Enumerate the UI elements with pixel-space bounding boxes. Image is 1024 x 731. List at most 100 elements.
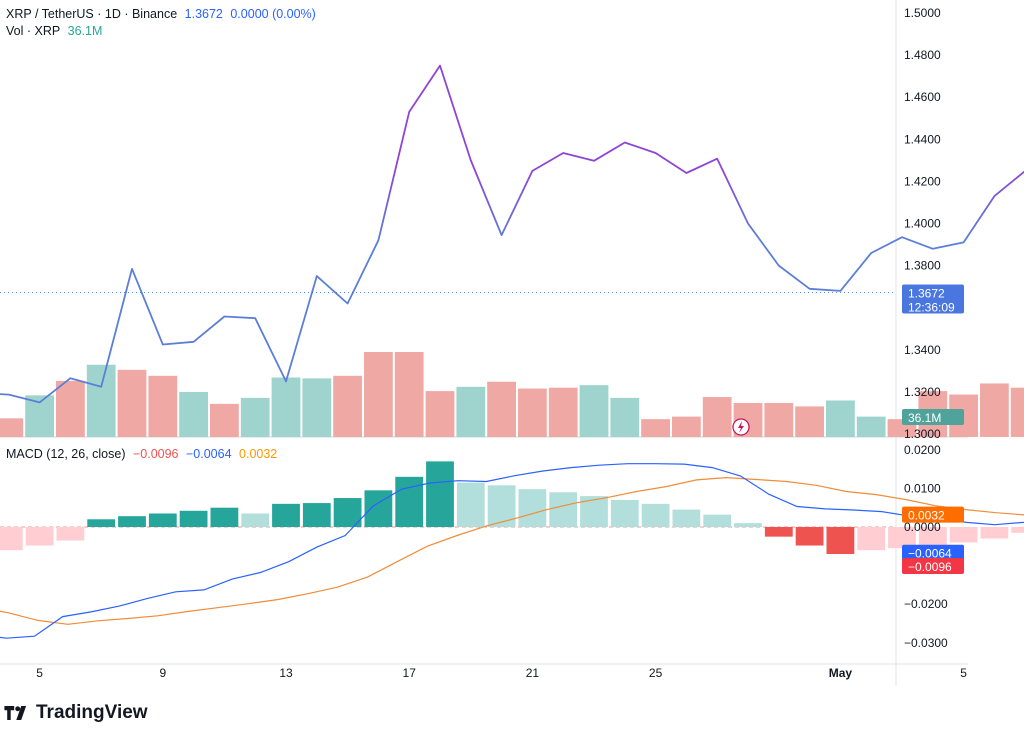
hist-badge: −0.0096 <box>902 558 964 575</box>
macd-tick-label: −0.0200 <box>904 597 948 611</box>
time-tick-label: 5 <box>36 666 43 680</box>
volume-bar <box>548 387 578 437</box>
hist-badge-text: −0.0096 <box>908 560 952 574</box>
macd-histogram-bar <box>1011 527 1024 533</box>
volume-bar <box>56 380 85 437</box>
macd-line-value: −0.0064 <box>186 447 232 461</box>
volume-bar <box>980 383 1009 437</box>
time-tick-label: 25 <box>649 666 663 680</box>
volume-badge-text: 36.1M <box>908 411 941 425</box>
macd-line <box>0 463 1024 639</box>
volume-bar <box>271 377 301 437</box>
macd-histogram-bar <box>364 490 393 527</box>
volume-bar <box>764 403 794 437</box>
price-badge-text: 12:36:09 <box>908 301 955 315</box>
macd-tick-label: 0.0000 <box>904 520 941 534</box>
macd-histogram-bar <box>56 527 85 541</box>
price-tick-label: 1.4800 <box>904 48 941 62</box>
volume-bar <box>579 385 609 437</box>
price-tick-label: 1.3000 <box>904 427 941 441</box>
price-tick-label: 1.3200 <box>904 385 941 399</box>
time-tick-label: 5 <box>960 666 967 680</box>
signal-badge: 0.0032 <box>902 506 964 523</box>
last-price-text: 1.3672 <box>184 7 223 21</box>
volume-bar <box>1010 387 1024 437</box>
volume-bar <box>394 352 424 437</box>
macd-hist-value: −0.0096 <box>132 447 179 461</box>
price-tick-label: 1.4200 <box>904 174 941 188</box>
macd-histogram-bar <box>0 527 23 551</box>
price-tick-label: 1.3800 <box>904 259 941 273</box>
legend-volume: Vol · XRP 36.1M <box>6 24 106 38</box>
macd-histogram-bar <box>826 527 855 555</box>
macd-histogram-bar <box>980 527 1009 539</box>
macd-histogram-bar <box>518 489 547 527</box>
volume-bar <box>702 397 732 437</box>
macd-histogram-bar <box>918 527 947 547</box>
macd-histogram-bar <box>333 498 362 527</box>
signal-line <box>0 476 1024 625</box>
macd-histogram-bar <box>580 496 608 527</box>
volume-bar <box>425 391 455 437</box>
price-tick-label: 1.3400 <box>904 343 941 357</box>
symbol-title[interactable]: XRP / TetherUS · 1D · Binance <box>6 7 178 21</box>
tradingview-logo[interactable]: TradingView <box>4 702 148 724</box>
time-tick-label: May <box>829 666 853 680</box>
volume-bar <box>210 403 239 437</box>
macd-histogram-bar <box>857 527 886 551</box>
price-tick-label: 1.4000 <box>904 217 941 231</box>
macd-histogram-bar <box>549 492 578 527</box>
volume-bar <box>610 397 640 437</box>
macd-badge-bg <box>902 544 964 561</box>
macd-histogram-bar <box>87 519 116 527</box>
volume-bar <box>856 416 886 437</box>
macd-histogram-bar <box>672 509 701 527</box>
macd-histogram-bar <box>302 503 331 527</box>
time-tick-label: 13 <box>279 666 293 680</box>
legend-price: XRP / TetherUS · 1D · Binance 1.3672 0.0… <box>6 7 320 21</box>
volume-bar <box>333 375 362 437</box>
macd-histogram-bar <box>703 514 732 527</box>
time-tick-label: 21 <box>526 666 540 680</box>
macd-histogram-bar <box>795 527 824 546</box>
time-tick-label: 9 <box>159 666 166 680</box>
volume-bar <box>302 378 332 437</box>
volume-bar <box>0 418 24 437</box>
price-badge-bg <box>902 284 964 314</box>
volume-bar <box>179 391 208 437</box>
volume-bar <box>364 352 393 437</box>
macd-signal-value: 0.0032 <box>239 447 278 461</box>
macd-label[interactable]: MACD (12, 26, close) <box>6 447 126 461</box>
macd-histogram-bar <box>610 499 639 527</box>
legend-macd: MACD (12, 26, close) −0.0096 −0.0064 0.0… <box>6 447 281 461</box>
macd-histogram-bar <box>25 527 54 546</box>
macd-histogram-bar <box>641 503 670 527</box>
macd-tick-label: 0.0200 <box>904 443 941 457</box>
macd-histogram-bar <box>949 527 978 543</box>
macd-histogram-bar <box>272 503 300 527</box>
volume-bar <box>518 388 547 437</box>
logo-text: TradingView <box>36 702 148 723</box>
price-tick-label: 1.4400 <box>904 132 941 146</box>
volume-bar <box>117 369 147 437</box>
tradingview-logo-icon <box>4 706 27 720</box>
macd-histogram-bar <box>426 461 454 527</box>
volume-badge: 36.1M <box>902 409 964 425</box>
macd-histogram-bar <box>888 527 916 549</box>
signal-badge-bg <box>902 506 964 523</box>
price-tick-label: 1.4600 <box>904 90 941 104</box>
volume-bar <box>86 364 116 437</box>
volume-bar <box>148 375 178 437</box>
price-badge-text: 1.3672 <box>908 287 945 301</box>
volume-bar <box>487 381 516 437</box>
macd-histogram-bar <box>210 507 239 527</box>
price-change-text: 0.0000 (0.00%) <box>230 7 316 21</box>
price-tick-label: 1.5000 <box>904 6 941 20</box>
volume-label[interactable]: Vol · XRP <box>6 24 61 38</box>
macd-histogram-bar <box>487 485 516 527</box>
macd-tick-label: −0.0300 <box>904 636 948 650</box>
macd-histogram-bar <box>241 513 270 527</box>
